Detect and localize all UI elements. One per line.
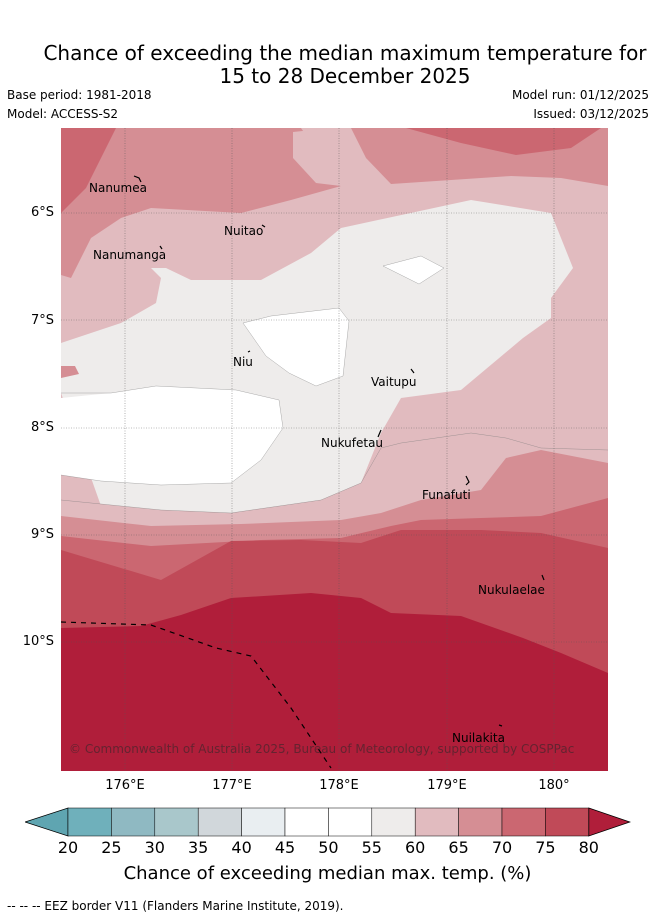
lon-label: 179°E: [427, 778, 467, 793]
place-label-nanumanga: Nanumanga: [93, 248, 167, 262]
colorbar-tick-label: 55: [361, 838, 382, 857]
colorbar-segment: [414, 807, 459, 837]
lon-label: 176°E: [105, 778, 145, 793]
place-label-funafuti: Funafuti: [422, 488, 471, 502]
lat-label: 7°S: [30, 313, 54, 328]
lon-label: 178°E: [319, 778, 359, 793]
place-label-nuitao: Nuitao: [224, 224, 264, 238]
colorbar-tick-label: 75: [535, 838, 556, 857]
base-period: Base period: 1981-2018: [7, 88, 152, 102]
colorbar-segment: [154, 807, 199, 837]
colorbar-segment: [328, 807, 373, 837]
chart-title-line1: Chance of exceeding the median maximum t…: [43, 41, 647, 65]
colorbar-tick-label: 45: [274, 838, 296, 857]
colorbar-tick-label: 30: [144, 838, 165, 857]
colorbar-segment: [501, 807, 546, 837]
issued-date: Issued: 03/12/2025: [533, 107, 649, 121]
colorbar-tick-label: 65: [448, 838, 469, 857]
model-name: Model: ACCESS-S2: [7, 107, 119, 121]
colorbar-segment: [545, 807, 590, 837]
colorbar-tick-label: 40: [231, 838, 252, 857]
colorbar-segment: [111, 807, 156, 837]
place-label-nanumea: Nanumea: [89, 181, 147, 195]
colorbar-tick-label: 80: [578, 838, 599, 857]
copyright-notice: © Commonwealth of Australia 2025, Bureau…: [69, 742, 575, 756]
colorbar-segment: [197, 807, 242, 837]
place-label-niu: Niu: [233, 355, 253, 369]
place-label-nukufetau: Nukufetau: [321, 436, 384, 450]
colorbar-arrow-high: [588, 807, 631, 837]
colorbar-segment: [241, 807, 286, 837]
place-label-nukulaelae: Nukulaelae: [478, 583, 545, 597]
chart-title-line2: 15 to 28 December 2025: [219, 64, 471, 88]
map-panel: [61, 128, 608, 771]
lon-label: 180°: [538, 778, 570, 793]
colorbar-tick-label: 35: [188, 838, 209, 857]
colorbar-tick-label: 25: [101, 838, 122, 857]
lat-label: 6°S: [30, 205, 54, 220]
place-label-nuilakita: Nuilakita: [452, 731, 505, 745]
lat-label: 9°S: [30, 527, 54, 542]
colorbar-segment: [284, 807, 329, 837]
colorbar-title: Chance of exceeding median max. temp. (%…: [123, 863, 532, 884]
lon-label: 177°E: [212, 778, 252, 793]
lat-label: 8°S: [30, 420, 54, 435]
model-run: Model run: 01/12/2025: [511, 88, 649, 102]
colorbar-arrow-low: [25, 807, 69, 837]
place-label-vaitupu: Vaitupu: [371, 375, 417, 389]
lat-label: 10°S: [22, 634, 54, 649]
colorbar-tick-label: 70: [491, 838, 513, 857]
colorbar-segment: [458, 807, 503, 837]
eez-footnote: -- -- -- EEZ border V11 (Flanders Marine…: [7, 899, 344, 913]
colorbar-segment: [67, 807, 112, 837]
colorbar: [25, 807, 631, 837]
colorbar-tick-label: 50: [318, 838, 339, 857]
colorbar-tick-label: 20: [57, 838, 79, 857]
colorbar-tick-label: 60: [405, 838, 426, 857]
colorbar-segment: [371, 807, 416, 837]
